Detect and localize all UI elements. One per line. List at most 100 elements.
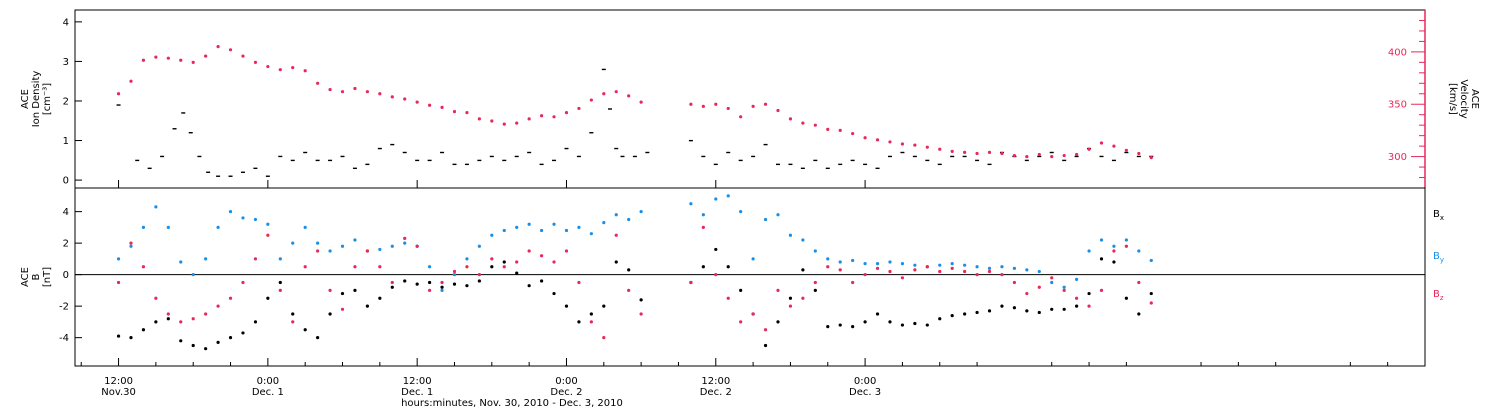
bz-point (141, 265, 146, 269)
bx-point (577, 320, 581, 324)
legend-bz: Bz (1433, 289, 1444, 302)
by-point (204, 257, 208, 261)
bz-point (577, 280, 581, 285)
x-tick-time: 12:00 (104, 376, 133, 387)
bx-point (490, 265, 494, 269)
density-point (937, 163, 942, 166)
bx-point (477, 279, 481, 283)
density-point (1049, 151, 1054, 154)
by-point (1137, 249, 1141, 253)
bx-point (963, 312, 967, 316)
bx-point (925, 323, 929, 327)
by-point (1037, 269, 1041, 274)
by-point (863, 262, 867, 266)
bx-point (415, 282, 419, 286)
bx-point (303, 328, 307, 332)
bz-point (888, 269, 892, 274)
by-point (639, 210, 643, 214)
bz-point (1037, 285, 1041, 289)
by-point (689, 202, 693, 206)
by-point (851, 258, 855, 263)
bz-point (515, 260, 519, 264)
bz-point (403, 236, 407, 241)
velocity-tick-label: 350 (1388, 100, 1407, 111)
by-point (826, 257, 830, 261)
bx-point (141, 328, 146, 332)
bz-point (116, 280, 121, 285)
x-tick-date: Dec. 1 (252, 387, 284, 398)
by-point (228, 210, 233, 214)
density-point (527, 151, 532, 154)
bz-point (502, 265, 506, 269)
bx-point (552, 291, 556, 296)
density-point (539, 163, 544, 166)
velocity-label-line-1: ACE (1469, 89, 1480, 109)
field-label-line-2: B (31, 273, 42, 280)
bx-point (440, 285, 444, 289)
velocity-point (465, 111, 469, 115)
by-point (390, 244, 394, 248)
bx-point (1099, 257, 1104, 261)
velocity-point (987, 150, 992, 154)
density-point (813, 159, 818, 162)
velocity-label-line-3: [km/s] (1447, 83, 1458, 115)
density-point (402, 151, 407, 154)
velocity-point (365, 90, 369, 94)
field-tick-label: 4 (63, 207, 69, 218)
legend: Bx By Bz (1433, 209, 1444, 302)
by-point (564, 228, 569, 233)
velocity-point (141, 58, 146, 62)
density-point (303, 151, 308, 154)
velocity-point (1099, 141, 1104, 145)
by-point (129, 244, 133, 248)
density-point (987, 163, 992, 166)
bx-point (627, 268, 631, 272)
density-point (1037, 155, 1042, 158)
density-point (800, 167, 805, 170)
bx-point (328, 312, 332, 316)
velocity-point (826, 127, 830, 131)
bx-point (154, 320, 158, 324)
by-point (452, 273, 457, 277)
bx-point (278, 280, 282, 285)
bz-point (340, 307, 345, 311)
density-point (240, 171, 245, 173)
velocity-point (316, 81, 320, 85)
bx-point (639, 298, 643, 302)
x-tick-time: 12:00 (403, 376, 432, 387)
bz-point (278, 288, 282, 292)
by-point (1112, 244, 1116, 248)
velocity-point (1149, 156, 1153, 160)
bz-point (1124, 244, 1128, 248)
by-point (975, 265, 979, 269)
bz-point (228, 296, 233, 300)
velocity-point (378, 92, 382, 96)
velocity-point (788, 117, 793, 121)
by-point (602, 221, 606, 225)
bz-point (428, 288, 432, 292)
density-point (645, 151, 650, 154)
bx-point (129, 336, 133, 340)
velocity-point (801, 121, 805, 125)
velocity-point (1124, 148, 1128, 152)
bx-point (1124, 296, 1128, 300)
bz-point (1112, 249, 1116, 253)
velocity-point (1000, 151, 1004, 156)
density-point (216, 175, 221, 177)
density-point (352, 167, 357, 170)
bz-point (751, 312, 755, 316)
bx-point (826, 325, 830, 329)
bx-point (428, 280, 432, 285)
by-point (340, 244, 345, 248)
density-point (290, 159, 295, 162)
velocity-point (129, 79, 133, 83)
density-point (838, 163, 843, 166)
density-point (1124, 151, 1129, 154)
x-axis-title: hours:minutes, Nov. 30, 2010 - Dec. 3, 2… (401, 398, 623, 409)
velocity-point (515, 121, 519, 125)
density-point (632, 155, 637, 158)
bx-point (614, 260, 618, 264)
density-axis-ticks: 0 1 2 3 4 (63, 17, 82, 187)
density-point (1074, 155, 1079, 158)
density-point (477, 159, 482, 162)
